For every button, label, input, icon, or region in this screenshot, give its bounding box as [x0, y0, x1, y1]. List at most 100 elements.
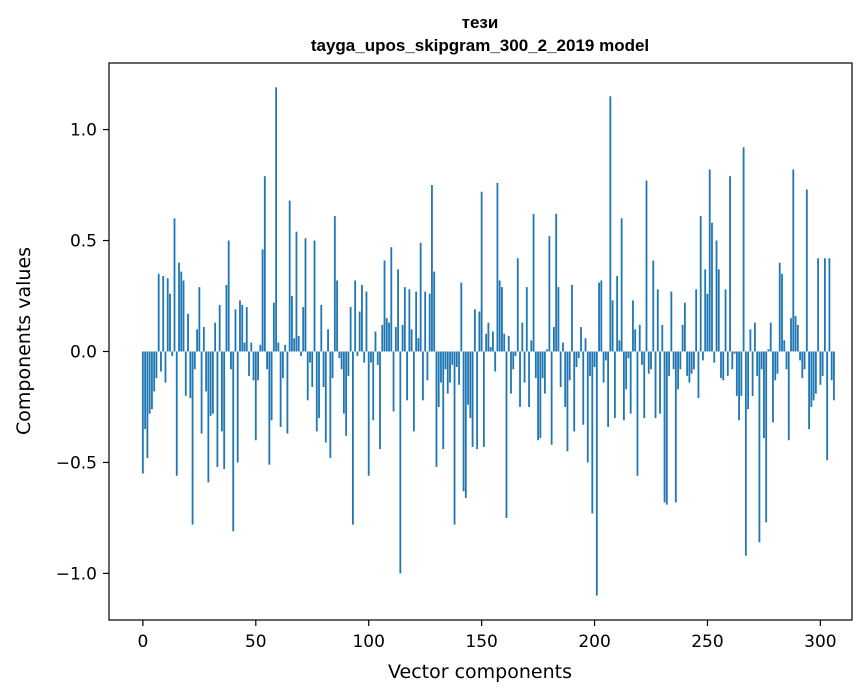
bar [327, 329, 329, 352]
bar [482, 351, 485, 447]
bar [808, 351, 810, 430]
bar [828, 258, 831, 352]
x-axis-label: Vector components [388, 661, 572, 683]
bar [288, 200, 291, 352]
bar [397, 269, 399, 352]
bar [785, 351, 788, 370]
x-axis-ticks: 0 50 100 150 200 250 300 [137, 620, 837, 652]
bar [582, 351, 585, 425]
bar [302, 307, 305, 352]
bar [268, 351, 271, 465]
bar [817, 258, 820, 352]
bar [604, 351, 607, 361]
bar-series [141, 87, 835, 596]
bar [586, 351, 589, 463]
bar [277, 342, 280, 352]
bar [352, 351, 354, 525]
bar [550, 351, 553, 445]
bar [365, 291, 368, 352]
bar [826, 351, 829, 461]
bar [422, 351, 424, 401]
bar [611, 300, 614, 352]
bar [661, 324, 664, 352]
bar [580, 327, 582, 352]
bar [735, 351, 738, 396]
bar [672, 351, 675, 370]
bar [546, 349, 549, 352]
bar [141, 351, 144, 474]
bar [318, 351, 320, 419]
bar [455, 351, 458, 368]
bar [257, 351, 259, 381]
bar [503, 333, 506, 352]
bar [557, 287, 560, 352]
bar [200, 351, 203, 434]
bar [385, 318, 388, 352]
bar [792, 169, 795, 352]
bar [311, 351, 314, 387]
bar [717, 269, 720, 352]
bar [476, 351, 479, 450]
bar [726, 351, 729, 376]
bar [221, 351, 223, 432]
bar [248, 351, 250, 376]
bar [261, 249, 264, 352]
bar [471, 351, 474, 447]
bar [394, 327, 397, 352]
bar [753, 322, 756, 352]
bar [428, 293, 431, 352]
bar [487, 322, 490, 352]
bar [528, 351, 530, 407]
bar [354, 280, 357, 352]
x-tick-label: 300 [804, 632, 836, 652]
bar [803, 351, 806, 370]
bar [324, 351, 327, 443]
bar [668, 351, 670, 376]
bar [148, 351, 151, 414]
bar [498, 280, 501, 352]
bar [577, 351, 580, 359]
y-tick-label: −1.0 [56, 564, 97, 584]
bar [674, 351, 677, 503]
bar [819, 351, 822, 385]
bar [191, 351, 194, 525]
bar [729, 176, 731, 352]
bar [304, 238, 307, 352]
y-tick-label: 0.0 [70, 342, 97, 362]
bar [521, 322, 524, 352]
bar [677, 351, 680, 390]
bar [534, 351, 537, 379]
bar [232, 351, 235, 532]
bar [805, 189, 808, 352]
bar [467, 351, 469, 405]
bar [205, 351, 208, 392]
bar [555, 213, 558, 352]
bar [571, 284, 573, 352]
bar [295, 231, 298, 352]
bar [720, 351, 722, 379]
bar [751, 351, 754, 396]
bar [790, 318, 792, 352]
bar [654, 351, 657, 419]
bar [663, 351, 666, 503]
bar [492, 331, 494, 352]
bar [412, 351, 415, 432]
bar [830, 351, 833, 381]
bar [164, 351, 167, 383]
bar [157, 273, 160, 352]
bar [336, 280, 338, 352]
bar [510, 351, 512, 394]
plot-area-frame [108, 62, 853, 621]
bar [171, 351, 174, 356]
y-tick-label: 1.0 [70, 121, 97, 141]
bar [548, 236, 551, 352]
bar [372, 351, 375, 421]
bar [338, 351, 341, 359]
bar [160, 351, 162, 372]
bar [695, 289, 698, 352]
bar [300, 351, 302, 356]
bar [532, 213, 535, 352]
bar [641, 351, 643, 365]
bar [514, 351, 517, 356]
bar [659, 351, 661, 414]
